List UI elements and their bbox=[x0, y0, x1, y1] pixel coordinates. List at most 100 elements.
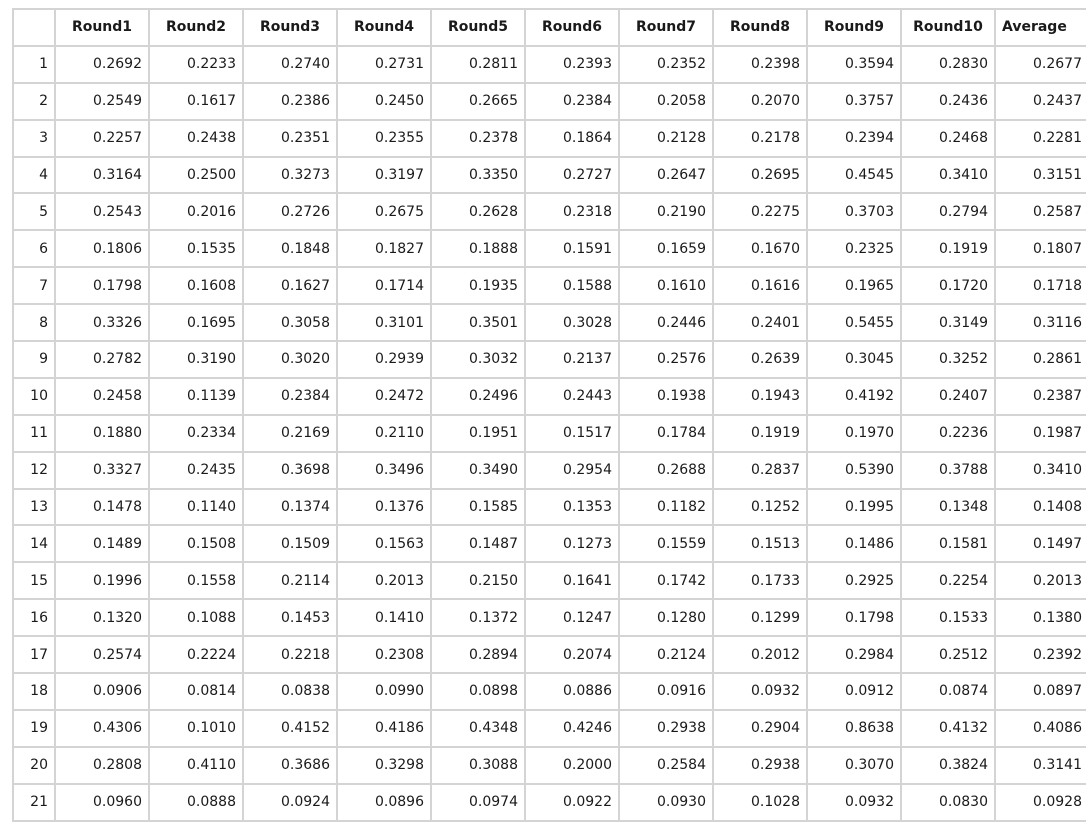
cell-round1: 0.2458 bbox=[56, 378, 148, 414]
cell-round10: 0.2236 bbox=[902, 415, 994, 451]
cell-round3: 0.2386 bbox=[244, 83, 336, 119]
cell-round3: 0.2351 bbox=[244, 120, 336, 156]
cell-round2: 0.2438 bbox=[150, 120, 242, 156]
cell-round6: 0.2443 bbox=[526, 378, 618, 414]
cell-round7: 0.2938 bbox=[620, 710, 712, 746]
cell-round10: 0.1919 bbox=[902, 231, 994, 267]
cell-round8: 0.2012 bbox=[714, 637, 806, 673]
cell-round7: 0.2446 bbox=[620, 305, 712, 341]
cell-round1: 0.2543 bbox=[56, 194, 148, 230]
cell-round5: 0.1372 bbox=[432, 600, 524, 636]
cell-average: 0.3141 bbox=[996, 747, 1086, 783]
cell-round6: 0.1273 bbox=[526, 526, 618, 562]
cell-round3: 0.2740 bbox=[244, 46, 336, 82]
cell-round8: 0.1616 bbox=[714, 268, 806, 304]
cell-average: 0.1408 bbox=[996, 489, 1086, 525]
cell-round10: 0.2254 bbox=[902, 563, 994, 599]
cell-round3: 0.4152 bbox=[244, 710, 336, 746]
cell-round10: 0.0830 bbox=[902, 784, 994, 820]
cell-round9: 0.3594 bbox=[808, 46, 900, 82]
table-row: 8 0.3326 0.1695 0.3058 0.3101 0.3501 0.3028 0.2… bbox=[14, 305, 1086, 341]
cell-round9: 0.1486 bbox=[808, 526, 900, 562]
cell-round5: 0.2665 bbox=[432, 83, 524, 119]
cell-round7: 0.1182 bbox=[620, 489, 712, 525]
cell-round4: 0.1563 bbox=[338, 526, 430, 562]
cell-round8: 0.1299 bbox=[714, 600, 806, 636]
row-index: 10 bbox=[14, 378, 54, 414]
row-index: 9 bbox=[14, 342, 54, 377]
cell-round7: 0.1280 bbox=[620, 600, 712, 636]
cell-round2: 0.2016 bbox=[150, 194, 242, 230]
cell-round6: 0.1517 bbox=[526, 415, 618, 451]
cell-round9: 0.2394 bbox=[808, 120, 900, 156]
cell-round1: 0.2808 bbox=[56, 747, 148, 783]
cell-round9: 0.4192 bbox=[808, 378, 900, 414]
row-index: 6 bbox=[14, 231, 54, 267]
cell-round3: 0.0838 bbox=[244, 674, 336, 709]
cell-round6: 0.1353 bbox=[526, 489, 618, 525]
cell-average: 0.1497 bbox=[996, 526, 1086, 562]
cell-round2: 0.1617 bbox=[150, 83, 242, 119]
cell-round7: 0.2688 bbox=[620, 452, 712, 488]
cell-round7: 0.2352 bbox=[620, 46, 712, 82]
cell-round3: 0.1374 bbox=[244, 489, 336, 525]
cell-round5: 0.1487 bbox=[432, 526, 524, 562]
cell-round1: 0.1489 bbox=[56, 526, 148, 562]
cell-round6: 0.1641 bbox=[526, 563, 618, 599]
table-row: 21 0.0960 0.0888 0.0924 0.0896 0.0974 0.0922 0.… bbox=[14, 784, 1086, 820]
cell-round8: 0.2070 bbox=[714, 83, 806, 119]
cell-round10: 0.3149 bbox=[902, 305, 994, 341]
cell-round9: 0.5390 bbox=[808, 452, 900, 488]
cell-round1: 0.0906 bbox=[56, 674, 148, 709]
cell-round2: 0.4110 bbox=[150, 747, 242, 783]
cell-round1: 0.1880 bbox=[56, 415, 148, 451]
cell-round1: 0.1320 bbox=[56, 600, 148, 636]
cell-round9: 0.0912 bbox=[808, 674, 900, 709]
cell-round8: 0.1733 bbox=[714, 563, 806, 599]
row-index: 5 bbox=[14, 194, 54, 230]
cell-round3: 0.2114 bbox=[244, 563, 336, 599]
table-row: 7 0.1798 0.1608 0.1627 0.1714 0.1935 0.1588 0.1… bbox=[14, 268, 1086, 304]
cell-round4: 0.2675 bbox=[338, 194, 430, 230]
cell-round7: 0.2647 bbox=[620, 157, 712, 193]
cell-round10: 0.1348 bbox=[902, 489, 994, 525]
cell-round2: 0.2224 bbox=[150, 637, 242, 673]
cell-round5: 0.1935 bbox=[432, 268, 524, 304]
cell-round8: 0.1943 bbox=[714, 378, 806, 414]
cell-round1: 0.1798 bbox=[56, 268, 148, 304]
cell-round9: 0.8638 bbox=[808, 710, 900, 746]
cell-round6: 0.1864 bbox=[526, 120, 618, 156]
cell-average: 0.1718 bbox=[996, 268, 1086, 304]
cell-round4: 0.3496 bbox=[338, 452, 430, 488]
cell-round7: 0.1938 bbox=[620, 378, 712, 414]
cell-average: 0.1807 bbox=[996, 231, 1086, 267]
cell-round8: 0.1252 bbox=[714, 489, 806, 525]
cell-round6: 0.2384 bbox=[526, 83, 618, 119]
cell-round5: 0.2811 bbox=[432, 46, 524, 82]
cell-round10: 0.0874 bbox=[902, 674, 994, 709]
row-index: 21 bbox=[14, 784, 54, 820]
table-row: 16 0.1320 0.1088 0.1453 0.1410 0.1372 0.1247 0.… bbox=[14, 600, 1086, 636]
cell-round8: 0.2639 bbox=[714, 342, 806, 377]
cell-round6: 0.2954 bbox=[526, 452, 618, 488]
table-body: 1 0.2692 0.2233 0.2740 0.2731 0.2811 0.2393 0.2… bbox=[14, 46, 1086, 820]
column-header-round10: Round10 bbox=[902, 10, 994, 45]
cell-average: 0.3116 bbox=[996, 305, 1086, 341]
cell-average: 0.2392 bbox=[996, 637, 1086, 673]
cell-round3: 0.1848 bbox=[244, 231, 336, 267]
results-table: Round1 Round2 Round3 Round4 Round5 Round6 Roun… bbox=[12, 8, 1086, 822]
cell-round7: 0.1784 bbox=[620, 415, 712, 451]
cell-round3: 0.1453 bbox=[244, 600, 336, 636]
table-row: 12 0.3327 0.2435 0.3698 0.3496 0.3490 0.2954 0.… bbox=[14, 452, 1086, 488]
cell-round7: 0.2190 bbox=[620, 194, 712, 230]
cell-round4: 0.2731 bbox=[338, 46, 430, 82]
cell-round1: 0.1996 bbox=[56, 563, 148, 599]
cell-round8: 0.2695 bbox=[714, 157, 806, 193]
header-row: Round1 Round2 Round3 Round4 Round5 Round6 Roun… bbox=[14, 10, 1086, 45]
cell-average: 0.2861 bbox=[996, 342, 1086, 377]
cell-round7: 0.2124 bbox=[620, 637, 712, 673]
cell-round6: 0.3028 bbox=[526, 305, 618, 341]
table-row: 9 0.2782 0.3190 0.3020 0.2939 0.3032 0.2137 0.2… bbox=[14, 342, 1086, 377]
column-header-round2: Round2 bbox=[150, 10, 242, 45]
row-index: 19 bbox=[14, 710, 54, 746]
